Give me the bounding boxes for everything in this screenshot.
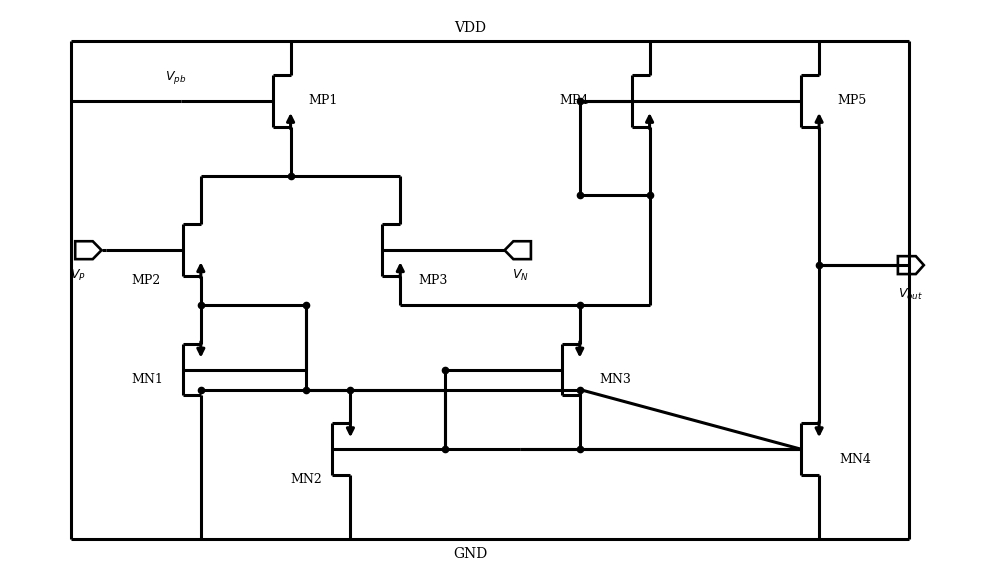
Text: $V_{pb}$: $V_{pb}$	[165, 69, 186, 86]
Text: MP1: MP1	[309, 95, 338, 107]
Text: MP5: MP5	[837, 95, 866, 107]
Text: MN1: MN1	[131, 373, 163, 386]
Text: GND: GND	[453, 547, 487, 561]
Text: MP2: MP2	[131, 274, 160, 287]
Text: $V_P$: $V_P$	[70, 267, 86, 282]
Text: MP3: MP3	[418, 274, 448, 287]
Text: $V_{out}$: $V_{out}$	[898, 287, 923, 302]
Text: VDD: VDD	[454, 21, 486, 35]
Text: MN4: MN4	[839, 452, 871, 466]
Text: MN2: MN2	[291, 473, 322, 485]
Text: MN3: MN3	[600, 373, 632, 386]
Text: $V_N$: $V_N$	[512, 267, 528, 282]
Text: MP4: MP4	[560, 95, 589, 107]
